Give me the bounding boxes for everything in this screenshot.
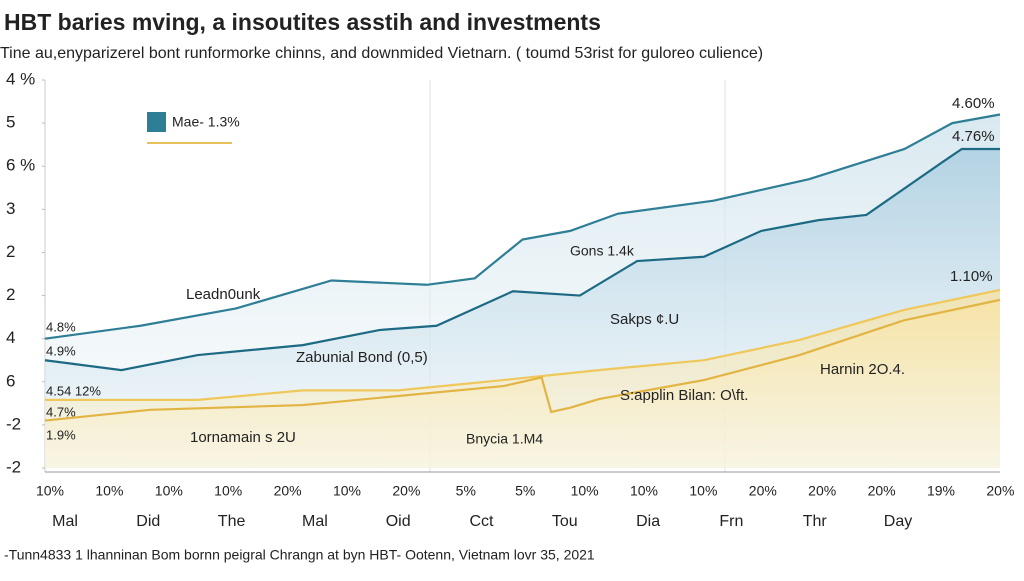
annotation: Leadn0unk xyxy=(186,286,261,303)
annotation: 4.54 12% xyxy=(46,383,101,398)
annotation: Bnycia 1.M4 xyxy=(466,431,543,447)
x-tick-label: Oid xyxy=(386,513,411,530)
series-area xyxy=(45,299,1000,468)
x-tick-label: Dia xyxy=(636,513,660,530)
y-tick-label: -2 xyxy=(6,414,21,433)
y-tick-label: 6 xyxy=(6,371,15,390)
series-line xyxy=(45,288,1001,401)
annotation: 4.76% xyxy=(952,128,995,145)
annotation: 1.10% xyxy=(950,268,993,285)
rate-label: 20% xyxy=(274,483,302,499)
rate-label: 5% xyxy=(515,483,535,499)
rate-label: 20% xyxy=(868,483,896,499)
x-tick-label: Did xyxy=(136,513,160,530)
y-tick-label: 5 xyxy=(6,113,15,132)
footer: -Tunn4833 1 lhanninan Bom bornn peigral … xyxy=(4,547,595,563)
rate-label: 10% xyxy=(95,483,123,499)
rate-label: 10% xyxy=(333,483,361,499)
annotation: 4.8% xyxy=(46,319,76,334)
y-tick-label: 6 % xyxy=(6,156,35,175)
annotation: 1.9% xyxy=(46,427,76,442)
series-line xyxy=(44,147,1000,372)
y-tick-label: 3 xyxy=(6,199,15,218)
annotation: 4.60% xyxy=(952,95,995,112)
annotation: Zabunial Bond (0,5) xyxy=(296,349,428,366)
annotation: 4.9% xyxy=(46,343,76,358)
rate-label: 5% xyxy=(456,483,476,499)
annotation: 4.7% xyxy=(46,404,76,419)
legend-label: Mae- 1.3% xyxy=(172,114,240,130)
series-line xyxy=(44,113,1001,340)
annotation: S:applin Bilan: O\ft. xyxy=(620,387,748,404)
x-tick-label: Mal xyxy=(302,513,328,530)
rate-label: 10% xyxy=(689,483,717,499)
x-tick-label: Tou xyxy=(552,513,578,530)
x-tick-label: Cct xyxy=(470,513,495,530)
rate-label: 10% xyxy=(630,483,658,499)
x-tick-label: Thr xyxy=(803,513,828,530)
rate-label: 10% xyxy=(571,483,599,499)
y-tick-label: 2 xyxy=(6,285,15,304)
rate-label: 10% xyxy=(214,483,242,499)
rate-label: 10% xyxy=(155,483,183,499)
x-tick-label: Mal xyxy=(52,513,78,530)
y-tick-label: 4 xyxy=(6,328,15,347)
chart-title: HBT baries mving, a insoutites asstih an… xyxy=(4,9,601,35)
annotation: Gons 1.4k xyxy=(570,243,635,259)
x-tick-label: The xyxy=(218,513,246,530)
rate-label: 20% xyxy=(392,483,420,499)
y-tick-label: -2 xyxy=(6,457,21,476)
x-tick-label: Frn xyxy=(719,513,743,530)
annotation: Sakps ¢.U xyxy=(610,311,679,328)
chart-subtitle: Tine au,enyparizerel bont runformorke ch… xyxy=(0,45,763,62)
y-tick-label: 4 % xyxy=(6,69,35,88)
rate-label: 19% xyxy=(927,483,955,499)
rate-label: 20% xyxy=(749,483,777,499)
legend-swatch xyxy=(147,112,166,132)
plot: 4 % 5 6 % 3 2 2 4 6 -2 -2 Mae- 1.3% 4.60% 4.76% 1.10%… xyxy=(6,69,1014,530)
y-tick-label: 2 xyxy=(6,242,15,261)
annotation: Harnin 2O.4. xyxy=(820,361,905,378)
x-tick-label: Day xyxy=(884,513,912,530)
series-line xyxy=(44,298,1001,422)
rate-label: 20% xyxy=(986,483,1014,499)
annotation: 1ornamain s 2U xyxy=(190,429,296,446)
rate-label: 20% xyxy=(808,483,836,499)
rate-label: 10% xyxy=(36,483,64,499)
